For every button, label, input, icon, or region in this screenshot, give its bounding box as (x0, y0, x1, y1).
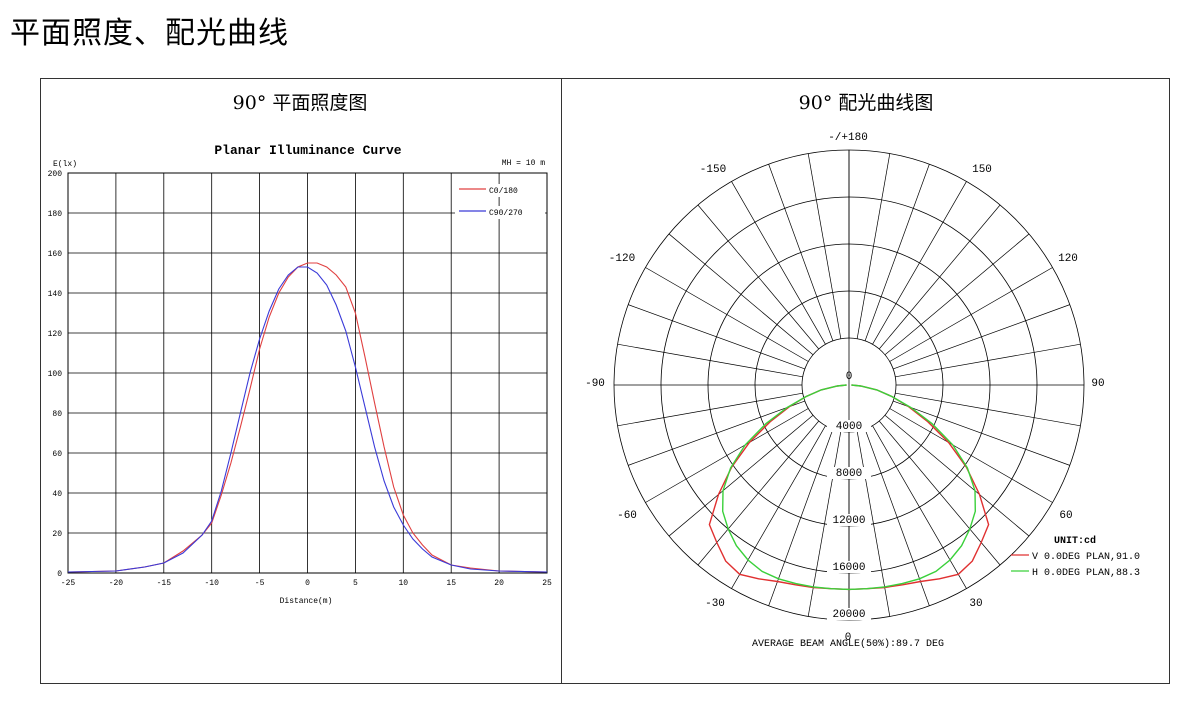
spoke (864, 164, 930, 341)
y-tick-label: 120 (48, 330, 63, 339)
spoke (895, 392, 1081, 427)
radial-label: 16000 (832, 562, 865, 574)
spoke (889, 267, 1053, 362)
angle-label: 150 (972, 164, 992, 176)
planar-illuminance-chart: Planar Illuminance Curve E(lx) MH = 10 m… (48, 143, 552, 606)
spoke (731, 425, 826, 589)
angle-label: -150 (700, 164, 726, 176)
spoke (895, 343, 1081, 378)
y-tick-label: 80 (52, 410, 62, 419)
angle-label: -120 (609, 253, 635, 265)
spoke (889, 408, 1053, 503)
legend-bg (455, 184, 545, 197)
radial-label: 20000 (832, 609, 865, 621)
light-distribution-polar-chart: -/+180 150 120 90 60 30 0 -30 -60 -90 -120 -150 0 400… (585, 132, 1140, 650)
spoke (628, 400, 805, 466)
x-tick-label: -5 (255, 579, 265, 588)
spoke (731, 181, 826, 345)
spoke (893, 304, 1070, 370)
spoke (668, 414, 814, 537)
chart-title: Planar Illuminance Curve (214, 143, 401, 158)
charts-frame (40, 78, 1170, 684)
spoke (872, 181, 967, 345)
legend-bg (455, 206, 545, 219)
y-tick-label: 100 (48, 370, 63, 379)
spoke (768, 429, 834, 606)
series-line-1 (67, 266, 548, 573)
legend-entry: C0/180 (489, 187, 518, 196)
x-tick-label: 20 (494, 579, 504, 588)
y-tick-label: 0 (57, 570, 62, 579)
spoke (645, 408, 809, 503)
x-tick-label: 5 (353, 579, 358, 588)
mounting-height-annotation: MH = 10 m (502, 159, 545, 168)
radial-label: 12000 (832, 515, 865, 527)
x-axis-label: Distance(m) (280, 597, 333, 606)
angle-label: -/+180 (828, 132, 868, 144)
angle-label: 0 (845, 632, 852, 644)
x-tick-label: 15 (446, 579, 456, 588)
spoke (872, 425, 967, 589)
x-tick-label: -25 (61, 579, 76, 588)
radial-label: 8000 (836, 468, 862, 480)
unit-label: UNIT:cd (1054, 535, 1096, 547)
right-panel-title: 90° 配光曲线图 (798, 92, 934, 114)
y-tick-label: 60 (52, 450, 62, 459)
angle-label: 60 (1059, 510, 1072, 522)
x-tick-label: -20 (109, 579, 124, 588)
spoke (878, 420, 1001, 566)
spoke (617, 392, 803, 427)
legend-entry: V 0.0DEG PLAN,91.0 (1032, 552, 1140, 563)
legend-entry: C90/270 (489, 209, 523, 218)
spoke (697, 204, 820, 350)
panel-divider (561, 78, 562, 684)
y-tick-label: 160 (48, 250, 63, 259)
legend-entry: H 0.0DEG PLAN,88.3 (1032, 568, 1140, 579)
spoke (878, 204, 1001, 350)
angle-label: 90 (1091, 378, 1104, 390)
x-tick-label: -15 (157, 579, 172, 588)
spoke (856, 153, 891, 339)
spoke (668, 233, 814, 356)
spoke (768, 164, 834, 341)
radial-label-bg (827, 420, 871, 432)
spoke (697, 420, 820, 566)
spoke (856, 431, 891, 617)
spoke (864, 429, 930, 606)
page-title: 平面照度、配光曲线 (10, 16, 289, 51)
spoke (884, 233, 1030, 356)
radial-label-bg (827, 467, 871, 479)
beam-angle-footer: AVERAGE BEAM ANGLE(50%):89.7 DEG (752, 638, 944, 650)
y-tick-label: 140 (48, 290, 63, 299)
y-axis-label: E(lx) (53, 160, 77, 169)
angle-label: 30 (969, 598, 982, 610)
y-tick-label: 200 (48, 170, 63, 179)
angle-label: -30 (705, 598, 725, 610)
series-line-0 (67, 262, 548, 573)
angle-label: 120 (1058, 253, 1078, 265)
radial-label-bg (827, 561, 871, 573)
radial-label-bg (827, 608, 871, 620)
spoke (807, 153, 842, 339)
polar-curve-1 (721, 384, 977, 591)
angle-label: -90 (585, 378, 605, 390)
spoke (807, 431, 842, 617)
angle-label: -60 (617, 510, 637, 522)
spoke (645, 267, 809, 362)
x-tick-label: 0 (305, 579, 310, 588)
spoke (893, 400, 1070, 466)
radial-label-bg (827, 514, 871, 526)
y-tick-label: 180 (48, 210, 63, 219)
spoke (617, 343, 803, 378)
radial-label: 4000 (836, 421, 862, 433)
y-tick-label: 40 (52, 490, 62, 499)
x-tick-label: 25 (542, 579, 552, 588)
x-tick-label: -10 (204, 579, 219, 588)
radial-label: 0 (846, 371, 853, 383)
spoke (628, 304, 805, 370)
y-tick-label: 20 (52, 530, 62, 539)
left-panel-title: 90° 平面照度图 (232, 92, 368, 114)
spoke (884, 414, 1030, 537)
x-tick-label: 10 (398, 579, 408, 588)
